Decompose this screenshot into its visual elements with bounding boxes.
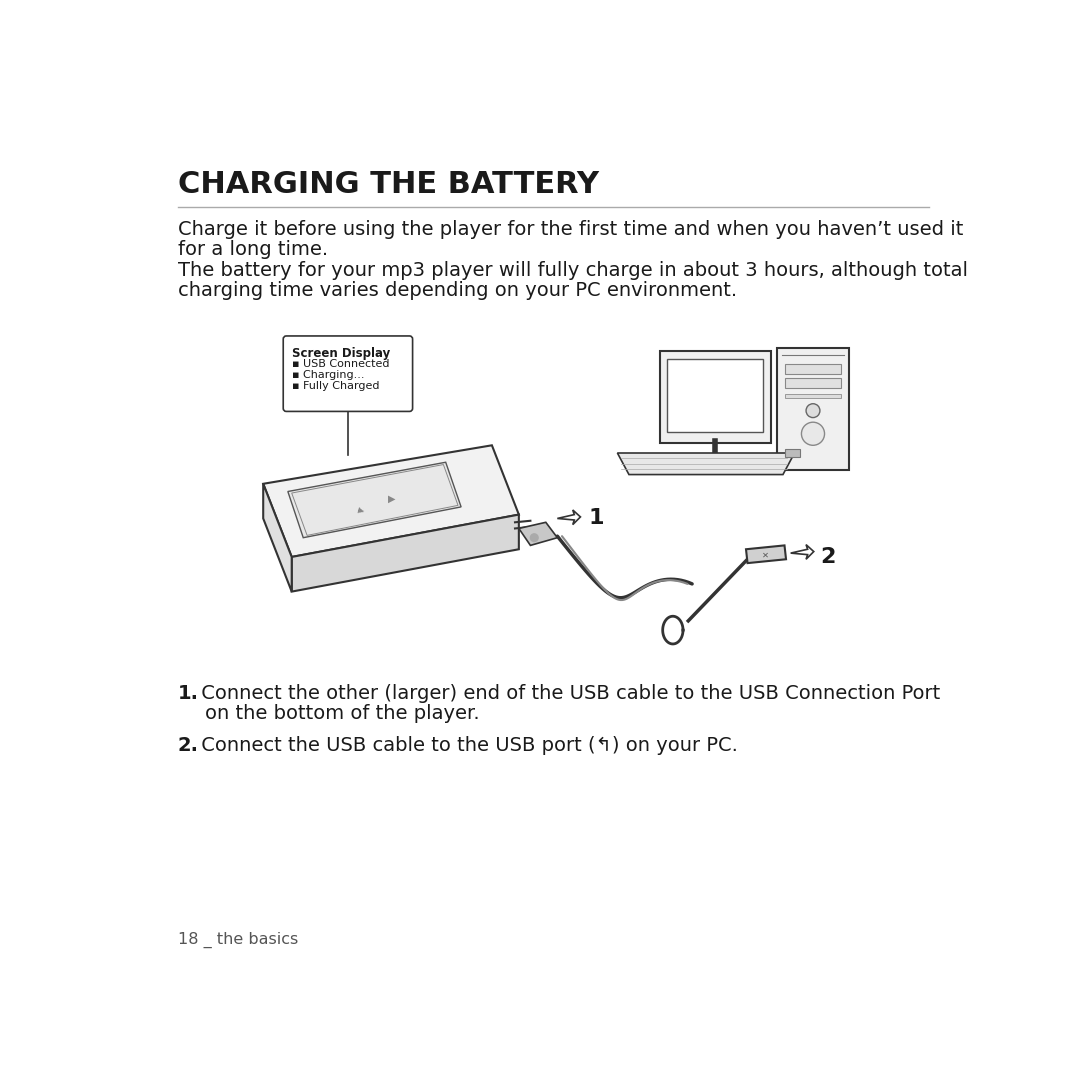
- Polygon shape: [264, 445, 518, 557]
- Polygon shape: [292, 514, 518, 592]
- Text: 1.: 1.: [178, 684, 199, 703]
- FancyBboxPatch shape: [784, 394, 841, 397]
- Text: ▪ Fully Charged: ▪ Fully Charged: [293, 380, 380, 391]
- Text: 2: 2: [820, 546, 835, 567]
- FancyBboxPatch shape: [667, 359, 762, 432]
- Polygon shape: [746, 545, 786, 563]
- Text: Charge it before using the player for the first time and when you haven’t used i: Charge it before using the player for th…: [178, 220, 963, 240]
- Circle shape: [806, 404, 820, 418]
- Text: ▪ USB Connected: ▪ USB Connected: [293, 359, 390, 369]
- Polygon shape: [292, 464, 458, 536]
- FancyBboxPatch shape: [688, 456, 742, 463]
- Text: Connect the other (larger) end of the USB cable to the USB Connection Port: Connect the other (larger) end of the US…: [194, 684, 940, 703]
- Polygon shape: [264, 484, 292, 592]
- Circle shape: [801, 422, 824, 445]
- Text: CHARGING THE BATTERY: CHARGING THE BATTERY: [178, 170, 598, 199]
- Text: ▶: ▶: [356, 505, 365, 516]
- Polygon shape: [791, 544, 813, 559]
- FancyBboxPatch shape: [660, 351, 771, 443]
- FancyBboxPatch shape: [777, 348, 849, 470]
- Text: The battery for your mp3 player will fully charge in about 3 hours, although tot: The battery for your mp3 player will ful…: [178, 260, 968, 280]
- Polygon shape: [618, 453, 795, 474]
- FancyBboxPatch shape: [784, 364, 841, 374]
- Text: 1: 1: [589, 509, 604, 528]
- FancyBboxPatch shape: [784, 449, 800, 457]
- Text: 2.: 2.: [178, 737, 199, 755]
- Text: Connect the USB cable to the USB port (↰) on your PC.: Connect the USB cable to the USB port (↰…: [194, 737, 738, 755]
- Polygon shape: [288, 462, 461, 538]
- Text: 18 _ the basics: 18 _ the basics: [178, 932, 298, 948]
- Polygon shape: [518, 523, 557, 545]
- Text: ▶: ▶: [388, 495, 395, 504]
- Polygon shape: [557, 510, 580, 525]
- Text: charging time varies depending on your PC environment.: charging time varies depending on your P…: [178, 281, 737, 299]
- FancyBboxPatch shape: [784, 378, 841, 388]
- Text: Screen Display: Screen Display: [293, 347, 391, 360]
- Text: for a long time.: for a long time.: [178, 241, 328, 259]
- FancyBboxPatch shape: [283, 336, 413, 411]
- Text: ▪ Charging...: ▪ Charging...: [293, 369, 365, 380]
- Text: ✕: ✕: [761, 550, 769, 559]
- Circle shape: [530, 534, 538, 541]
- Text: on the bottom of the player.: on the bottom of the player.: [205, 704, 481, 723]
